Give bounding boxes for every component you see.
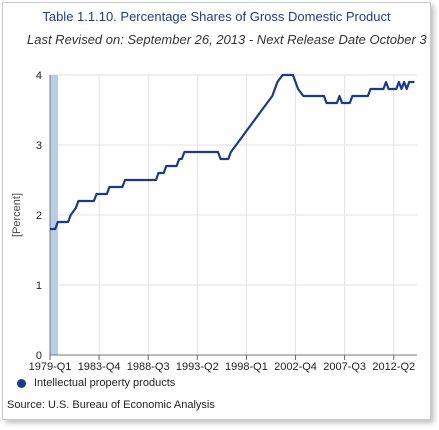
source-note: Source: U.S. Bureau of Economic Analysis	[7, 399, 215, 411]
legend-label: Intellectual property products	[34, 377, 176, 389]
chart-plot: 0 1 2 3 4 1979-Q1 1983-Q4 1988-Q3 1993-Q2 1998-Q1…	[11, 70, 417, 373]
chart-title: Table 1.1.10. Percentage Shares of Gross…	[42, 9, 391, 24]
x-tick-label: 2002-Q4	[274, 361, 317, 373]
legend[interactable]: Intellectual property products	[17, 377, 175, 389]
x-tick-label: 1983-Q4	[78, 361, 121, 373]
highlight-band	[50, 75, 58, 355]
y-tick-label: 0	[36, 350, 42, 362]
y-tick-label: 1	[36, 280, 42, 292]
x-tick-label: 1988-Q3	[127, 361, 170, 373]
y-tick-label: 3	[36, 140, 42, 152]
x-tick-label: 2007-Q3	[323, 361, 366, 373]
chart-subtitle: Last Revised on: September 26, 2013 - Ne…	[27, 32, 427, 47]
legend-marker	[17, 378, 26, 388]
series-line-intellectual-property-products	[50, 73, 415, 231]
x-tick-label: 1998-Q1	[225, 361, 268, 373]
chart-panel: Table 1.1.10. Percentage Shares of Gross…	[2, 2, 431, 420]
y-tick-label: 2	[36, 210, 42, 222]
x-tick-label: 1993-Q2	[176, 361, 219, 373]
x-tick-label: 2012-Q2	[372, 361, 415, 373]
y-tick-label: 4	[36, 70, 42, 82]
y-axis-label: [Percent]	[11, 193, 23, 237]
x-tick-label: 1979-Q1	[29, 361, 72, 373]
